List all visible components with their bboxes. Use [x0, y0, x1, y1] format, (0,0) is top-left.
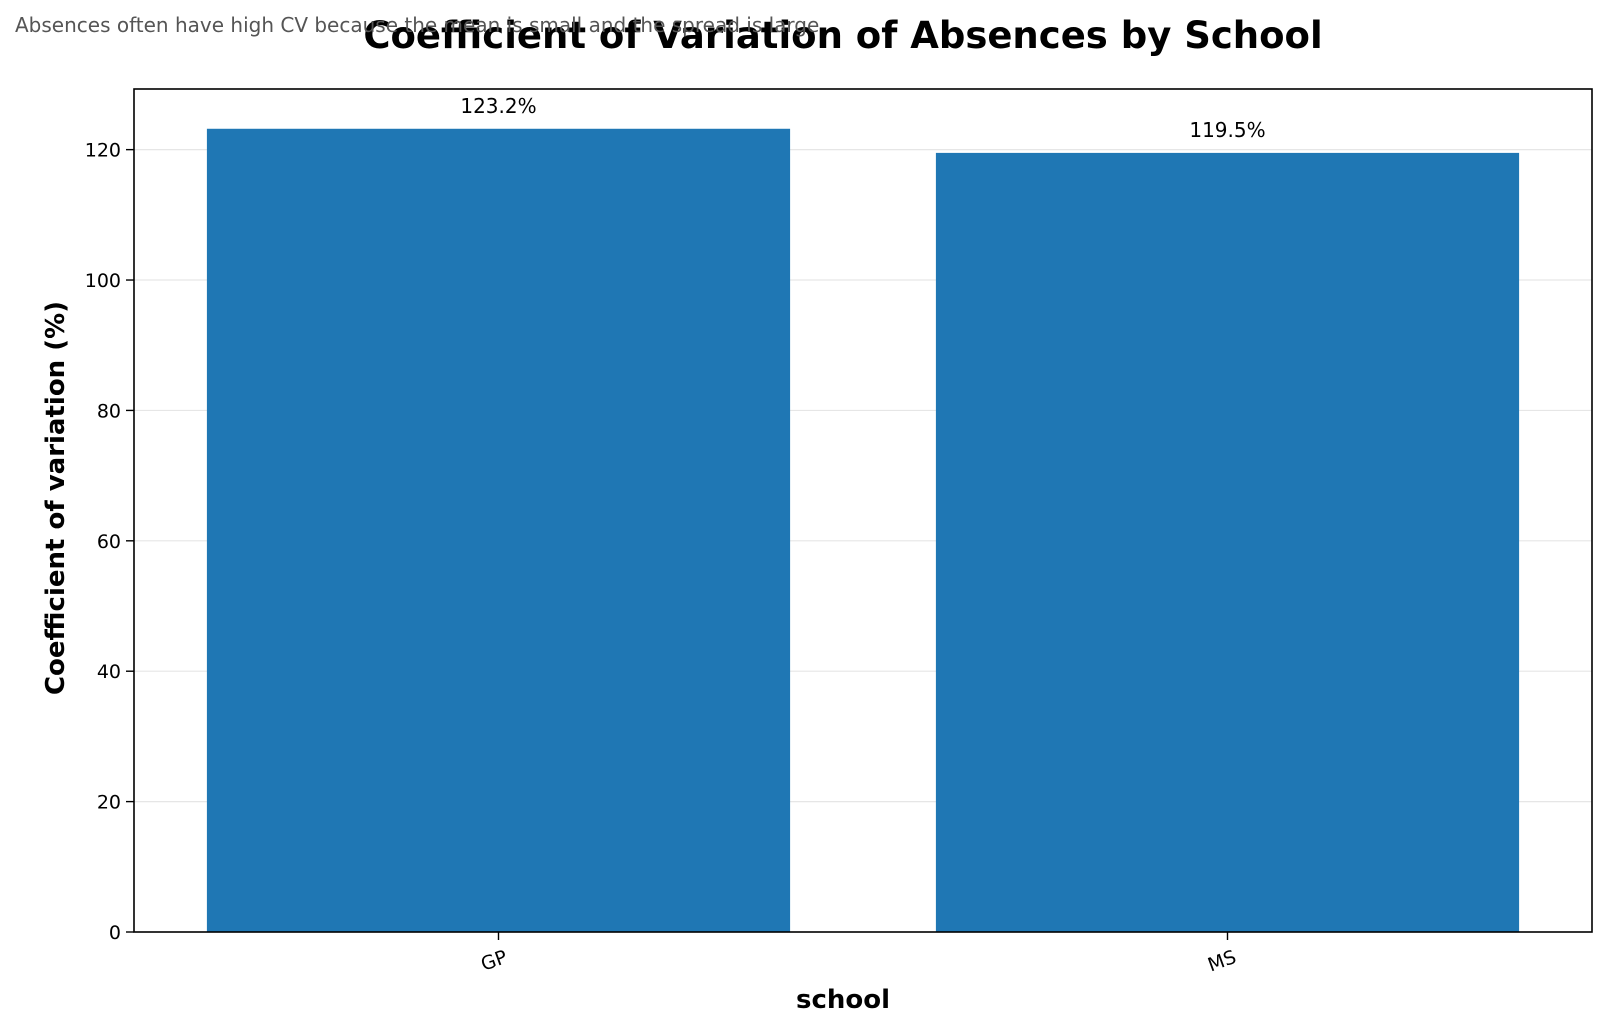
x-tick-label: GP [478, 946, 510, 976]
y-tick-label: 80 [97, 400, 121, 422]
bar-value-label: 123.2% [460, 94, 536, 118]
bars [206, 128, 1520, 933]
x-tick-label: MS [1205, 946, 1239, 976]
y-tick-label: 40 [97, 661, 121, 683]
y-tick-label: 100 [85, 270, 121, 292]
chart-title: Coefficient of Variation of Absences by … [363, 14, 1322, 57]
y-axis-ticks: 0 20 40 60 80 100 120 [85, 140, 134, 944]
y-axis-label: Coefficient of variation (%) [41, 301, 71, 695]
bar-value-labels: 123.2% 119.5% [460, 94, 1265, 142]
bar-value-label: 119.5% [1189, 118, 1265, 142]
plot-frame [133, 88, 1593, 933]
y-tick-label: 0 [109, 922, 121, 944]
y-tick-label: 20 [97, 792, 121, 814]
y-tick-label: 120 [85, 140, 121, 162]
x-axis-label: school [796, 985, 890, 1015]
chart-subtitle: Absences often have high CV because the … [15, 13, 820, 37]
y-tick-label: 60 [97, 531, 121, 553]
x-axis-ticks: GP MS [478, 932, 1239, 976]
bar-gp [206, 128, 791, 933]
bar-ms [935, 152, 1520, 933]
